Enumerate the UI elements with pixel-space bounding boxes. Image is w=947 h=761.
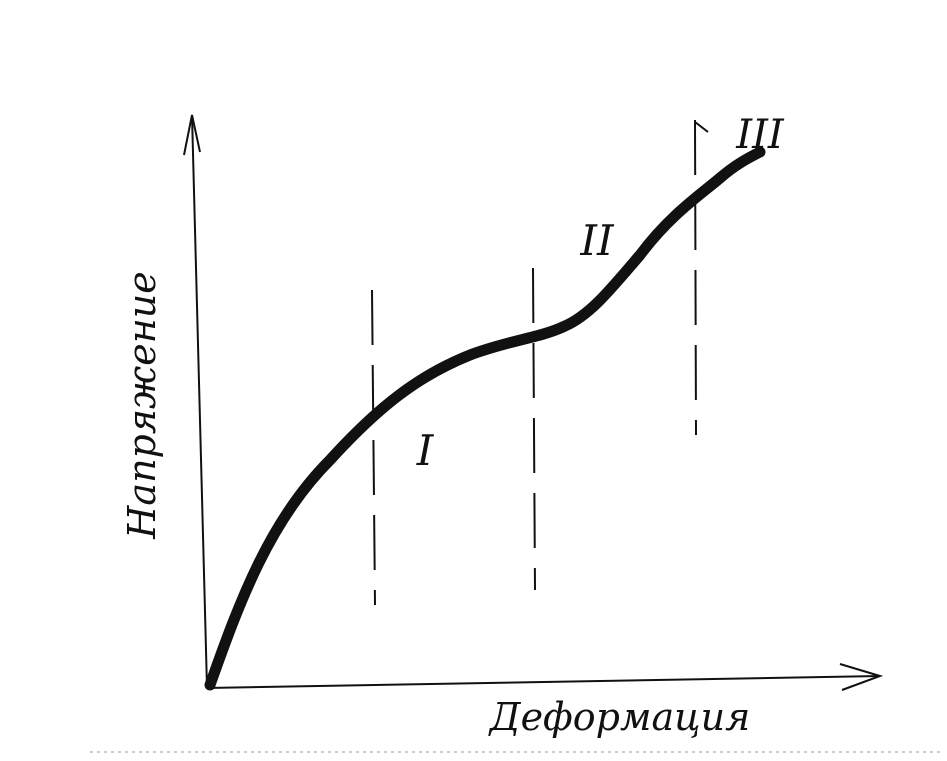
region-border [532,267,536,591]
region-label: II [579,216,615,265]
y-axis-label: Напряжение [120,271,164,539]
region-border [694,119,697,436]
region-border [371,289,376,606]
stress-strain-curve [204,146,766,691]
region-border-tick [694,121,709,133]
x-axis [206,675,881,689]
x-axis-label: Деформация [488,695,751,739]
region-label: I [416,426,435,475]
y-axis-arrow [183,114,201,156]
x-axis-arrow [839,663,884,691]
y-axis [191,114,208,689]
region-label: III [735,112,785,158]
